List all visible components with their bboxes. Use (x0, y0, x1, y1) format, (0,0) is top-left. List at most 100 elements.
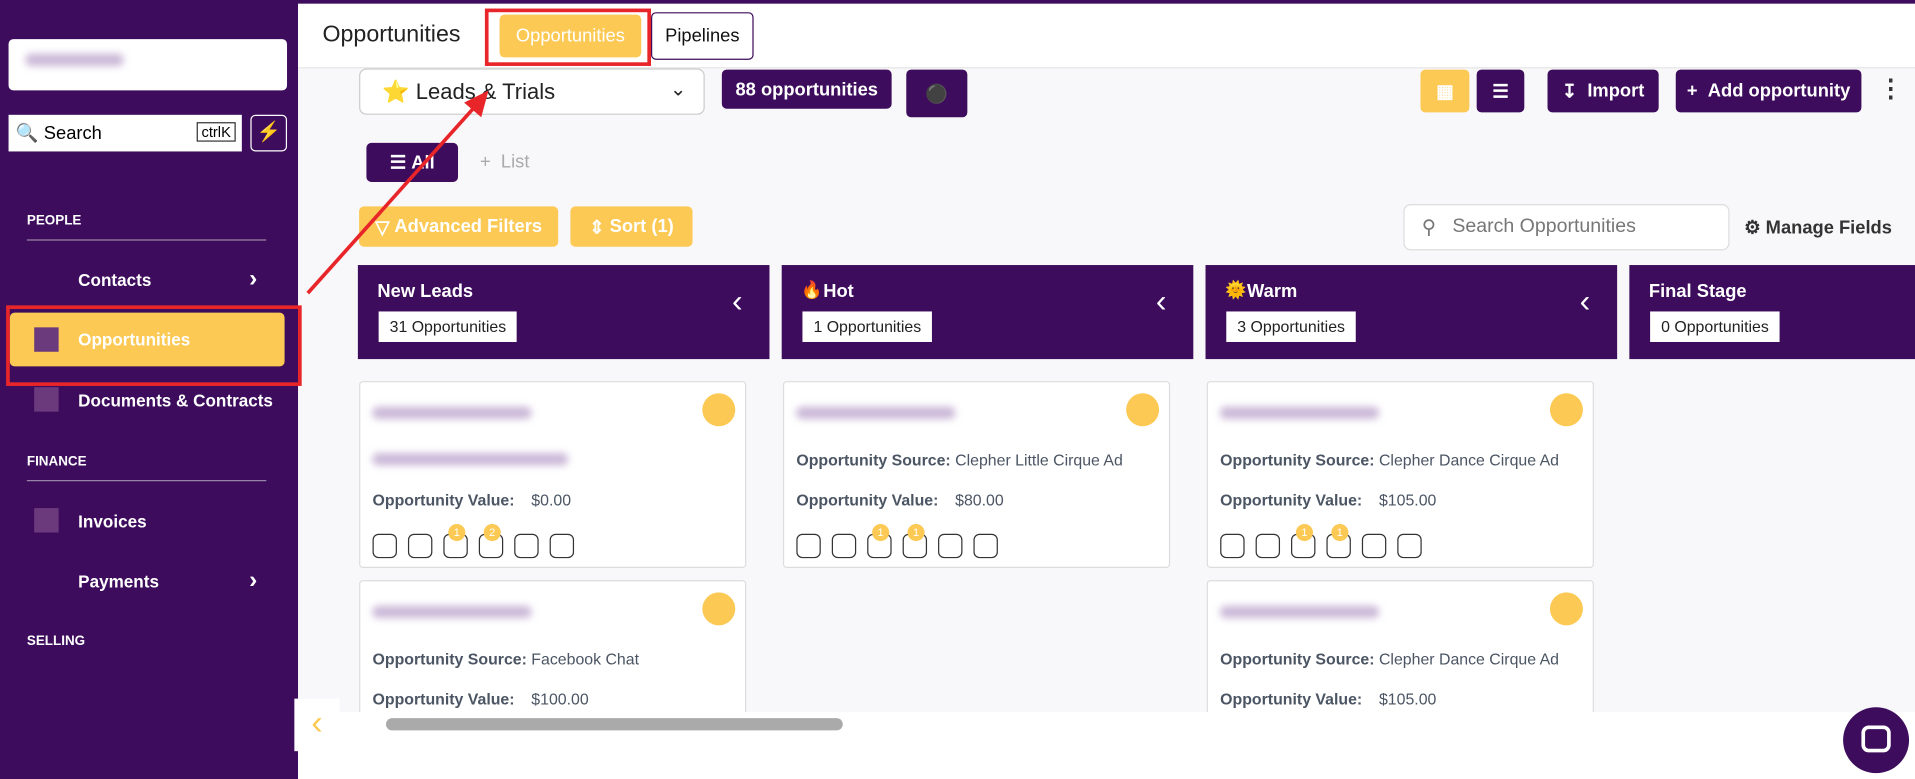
source-label: Opportunity Source: (796, 450, 951, 470)
badge: 1 (872, 523, 890, 542)
action-icon[interactable] (1255, 533, 1281, 559)
add-button[interactable]: + Add opportunity (1675, 69, 1862, 113)
nav-item[interactable]: Opportunities (78, 329, 191, 350)
action-icon[interactable] (372, 533, 397, 559)
filters-button[interactable]: ▽ Advanced Filters (359, 206, 559, 247)
search-input[interactable]: ⚲ Search Opportunities (1403, 203, 1730, 251)
card-title (372, 605, 532, 619)
action-icon[interactable] (514, 533, 539, 559)
manage-fields[interactable]: ⚙ Manage Fields (1744, 217, 1892, 239)
stage-icon: 🌞 (1225, 279, 1247, 300)
column-header: 🔥 Hot 1 Opportunities ‹ (781, 265, 1194, 360)
collapse-column[interactable]: ‹ (1579, 282, 1591, 319)
nav-item[interactable]: Invoices (78, 511, 147, 532)
badge: 1 (1295, 523, 1314, 542)
card[interactable]: Opportunity Source: Clepher Dance Cirque … (1206, 381, 1594, 568)
action-icon[interactable] (1361, 533, 1387, 559)
collapse-column[interactable]: ‹ (732, 282, 743, 319)
tab-active[interactable]: Opportunities (499, 14, 642, 58)
column-name: Hot (823, 280, 854, 302)
list-view[interactable]: ☰ (1476, 69, 1525, 113)
quick-actions[interactable]: ⚡ (250, 114, 288, 152)
action-icon[interactable] (831, 533, 857, 559)
sort-label: Sort (1) (609, 216, 674, 237)
view-label: List (500, 151, 530, 173)
search-box[interactable]: 🔍 Search ctrlK (8, 114, 242, 152)
action-icon[interactable] (1220, 533, 1245, 559)
nav-item[interactable]: Documents & Contracts (78, 390, 273, 411)
action-icon[interactable] (973, 533, 998, 559)
column-header: New Leads 31 Opportunities ‹ (357, 265, 770, 360)
source-label: Opportunity Source: (1220, 450, 1375, 470)
page-title: Opportunities (322, 21, 461, 48)
card[interactable]: Opportunity Value: $0.00 1 2 (359, 381, 747, 568)
chat-button[interactable] (1843, 707, 1910, 774)
nav-item[interactable]: Contacts (78, 269, 152, 290)
view-add[interactable]: + List (480, 151, 530, 173)
more-menu[interactable]: ⋮ (1878, 75, 1903, 103)
section-title: FINANCE (26, 454, 87, 470)
icon (34, 327, 59, 352)
column-name: New Leads (377, 280, 474, 302)
action-icon[interactable] (549, 533, 575, 559)
chevron: › (249, 265, 258, 292)
stage-icon: 🔥 (801, 279, 823, 300)
column-name: Final Stage (1648, 280, 1747, 302)
collapse-button[interactable]: ‹ (294, 698, 340, 752)
action-icon[interactable] (796, 533, 821, 559)
account-switcher[interactable] (8, 39, 288, 91)
column-count: 3 Opportunities (1226, 311, 1356, 342)
source-value: Clepher Dance Cirque Ad (1378, 649, 1560, 669)
toggle[interactable]: ⚫ (906, 69, 968, 118)
column-count: 0 Opportunities (1650, 311, 1780, 342)
pipeline-select[interactable]: ⭐ Leads & Trials ⌄ (359, 68, 705, 115)
divider (26, 480, 267, 482)
import-button[interactable]: ↧ Import (1547, 69, 1659, 113)
sort-button[interactable]: ⇕ Sort (1) (570, 206, 693, 247)
section-title: SELLING (26, 633, 86, 649)
divider (26, 239, 267, 241)
shortcut: ctrlK (196, 122, 236, 142)
card-title (796, 406, 956, 419)
badge: 1 (448, 523, 466, 542)
grid-view[interactable]: ▦ (1420, 69, 1470, 113)
action-icon[interactable] (1397, 533, 1422, 559)
badge: 1 (1331, 523, 1349, 542)
value-label: Opportunity Value: (1220, 690, 1363, 709)
assign-icon (1126, 393, 1160, 427)
collapse-column[interactable]: ‹ (1155, 282, 1167, 319)
card-title (372, 406, 532, 419)
chevron: › (249, 566, 258, 594)
nav-item[interactable]: Payments (78, 571, 159, 592)
value-amount: $0.00 (531, 491, 572, 510)
badge: 1 (907, 523, 925, 542)
assign-icon (702, 592, 736, 626)
value-amount: $80.00 (955, 491, 1004, 510)
column-count: 1 Opportunities (802, 311, 933, 342)
highlight-box (484, 8, 652, 66)
value-amount: $100.00 (531, 690, 589, 709)
highlight-box (6, 305, 302, 386)
icon (34, 508, 59, 533)
card[interactable]: Opportunity Source: Clepher Little Cirque… (782, 381, 1171, 568)
column-header: 🌞 Warm 3 Opportunities ‹ (1205, 265, 1618, 360)
source-label: Opportunity Source: (1220, 649, 1375, 669)
action-icon[interactable] (407, 533, 433, 559)
count-pill: 88 opportunities (721, 69, 892, 109)
badge: 2 (483, 523, 501, 542)
search-label: Search (43, 122, 102, 144)
assign-icon (1549, 393, 1583, 427)
scrollbar[interactable] (385, 718, 843, 731)
card-title (1220, 605, 1379, 619)
tab[interactable]: Pipelines (651, 12, 754, 60)
sidebar: 🔍 Search ctrlK ⚡ PEOPLE Contacts › Oppor… (0, 0, 302, 779)
source-value: Clepher Little Cirque Ad (955, 450, 1123, 470)
column-header: Final Stage 0 Opportunities (1629, 265, 1915, 360)
action-icon[interactable] (938, 533, 963, 559)
filters-label: Advanced Filters (394, 216, 543, 237)
column-count: 31 Opportunities (378, 311, 518, 342)
icon (34, 387, 59, 412)
column-name: Warm (1247, 280, 1298, 302)
source-blurred (372, 453, 568, 466)
